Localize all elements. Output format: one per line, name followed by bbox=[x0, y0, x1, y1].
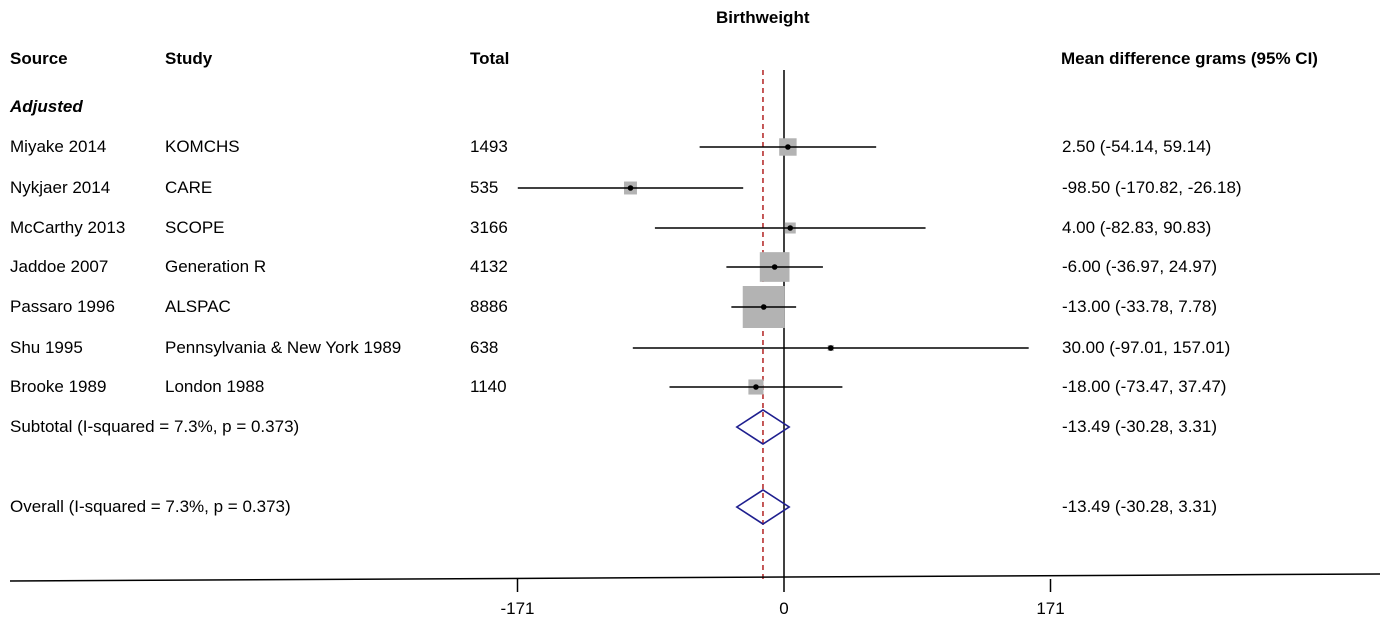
study-name: KOMCHS bbox=[165, 137, 240, 156]
study-ci-text: -18.00 (-73.47, 37.47) bbox=[1062, 377, 1227, 396]
point-estimate bbox=[627, 185, 634, 191]
study-ci-text: -6.00 (-36.97, 24.97) bbox=[1062, 257, 1217, 276]
overall-diamond bbox=[735, 489, 791, 525]
study-source: Shu 1995 bbox=[10, 338, 83, 357]
study-total: 8886 bbox=[470, 297, 508, 316]
subtotal-diamond bbox=[735, 409, 791, 445]
study-total: 3166 bbox=[470, 218, 508, 237]
overall-ci-text: -13.49 (-30.28, 3.31) bbox=[1062, 497, 1217, 516]
study-name: ALSPAC bbox=[165, 297, 231, 316]
study-total: 638 bbox=[470, 338, 499, 357]
point-estimate bbox=[771, 264, 778, 270]
subtotal-label: Subtotal (I-squared = 7.3%, p = 0.373) bbox=[10, 417, 300, 436]
x-axis bbox=[9, 573, 1381, 582]
header-source: Source bbox=[10, 49, 68, 68]
study-source: Miyake 2014 bbox=[10, 137, 107, 156]
study-total: 4132 bbox=[470, 257, 508, 276]
study-ci-text: -98.50 (-170.82, -26.18) bbox=[1062, 178, 1242, 197]
point-estimate bbox=[787, 225, 794, 231]
study-total: 535 bbox=[470, 178, 499, 197]
header-study: Study bbox=[165, 49, 213, 68]
x-tick-label: 171 bbox=[1036, 599, 1064, 618]
subtotal-ci-text: -13.49 (-30.28, 3.31) bbox=[1062, 417, 1217, 436]
study-ci-text: -13.00 (-33.78, 7.78) bbox=[1062, 297, 1217, 316]
header-total: Total bbox=[470, 49, 510, 68]
study-source: Passaro 1996 bbox=[10, 297, 115, 316]
group-label: Adjusted bbox=[10, 97, 83, 116]
x-tick-label: -171 bbox=[500, 599, 534, 618]
study-name: SCOPE bbox=[165, 218, 225, 237]
study-total: 1140 bbox=[470, 377, 507, 396]
study-source: Nykjaer 2014 bbox=[10, 178, 111, 197]
study-source: McCarthy 2013 bbox=[10, 218, 126, 237]
x-tick-label: 0 bbox=[779, 599, 788, 618]
study-ci-text: 2.50 (-54.14, 59.14) bbox=[1062, 137, 1212, 156]
study-source: Brooke 1989 bbox=[10, 377, 107, 396]
point-estimate bbox=[753, 384, 759, 390]
study-name: Generation R bbox=[165, 257, 267, 276]
point-estimate bbox=[785, 144, 791, 150]
overall-label: Overall (I-squared = 7.3%, p = 0.373) bbox=[10, 497, 291, 516]
study-name: Pennsylvania & New York 1989 bbox=[165, 338, 402, 357]
study-ci-text: 30.00 (-97.01, 157.01) bbox=[1062, 338, 1231, 357]
study-total: 1493 bbox=[470, 137, 508, 156]
study-ci-text: 4.00 (-82.83, 90.83) bbox=[1062, 218, 1212, 237]
study-name: CARE bbox=[165, 178, 213, 197]
point-estimate bbox=[827, 345, 834, 351]
chart-title: Birthweight bbox=[716, 8, 810, 27]
header-effect: Mean difference grams (95% CI) bbox=[1061, 49, 1318, 68]
study-name: London 1988 bbox=[165, 377, 265, 396]
study-source: Jaddoe 2007 bbox=[10, 257, 109, 276]
point-estimate bbox=[760, 304, 767, 310]
